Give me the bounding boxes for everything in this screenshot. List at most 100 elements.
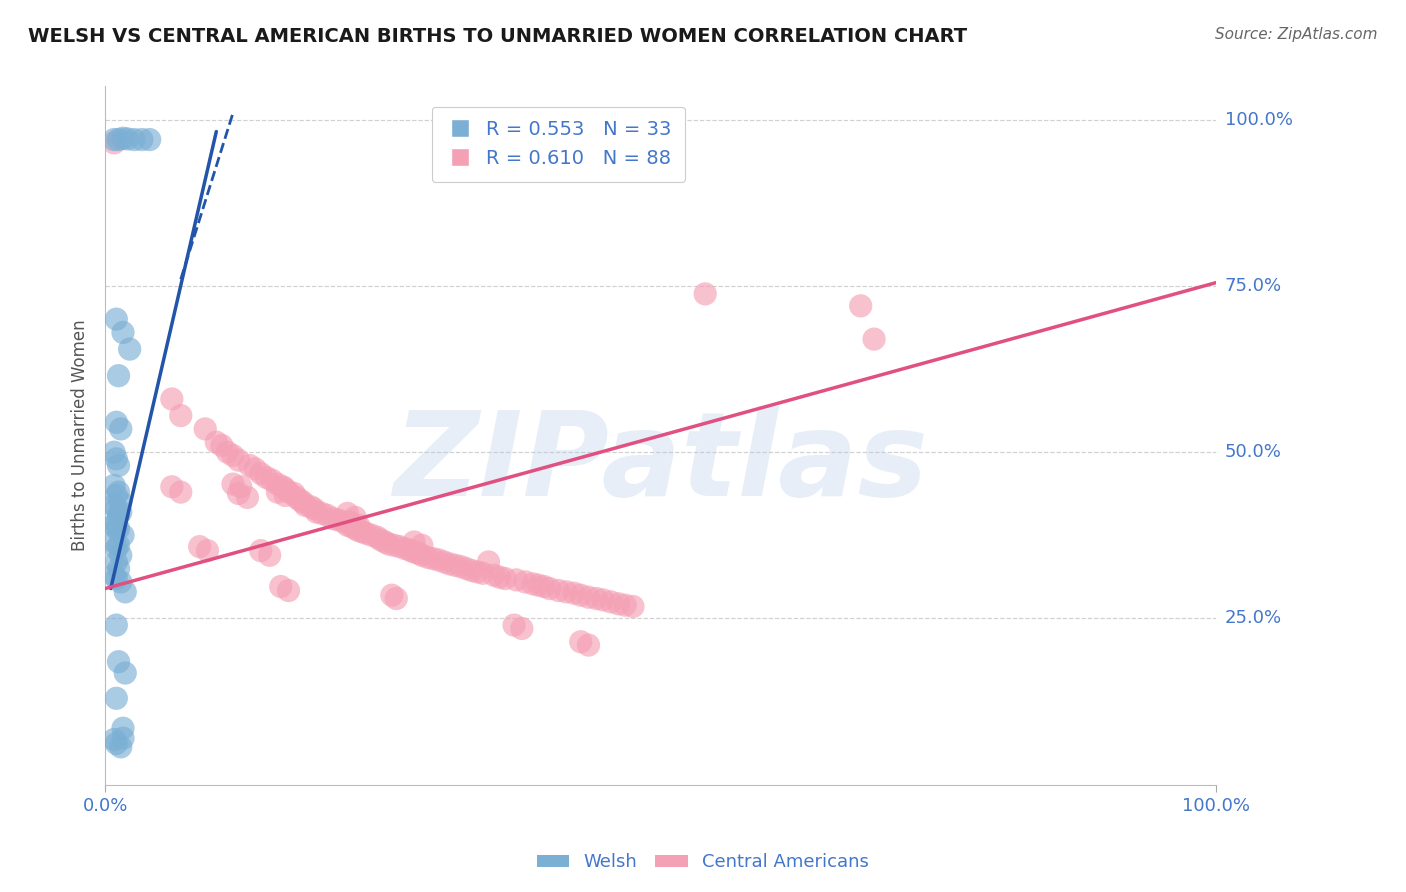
Point bbox=[277, 583, 299, 598]
Point bbox=[107, 508, 129, 523]
Point bbox=[592, 592, 614, 607]
Point bbox=[607, 597, 630, 611]
Point bbox=[336, 518, 359, 533]
Point bbox=[260, 473, 283, 487]
Point bbox=[381, 588, 404, 602]
Point bbox=[411, 538, 433, 552]
Point bbox=[222, 477, 245, 491]
Point bbox=[382, 538, 405, 552]
Point bbox=[328, 513, 350, 527]
Point bbox=[569, 634, 592, 648]
Point bbox=[107, 561, 129, 575]
Point bbox=[122, 132, 145, 146]
Point bbox=[863, 332, 886, 346]
Point bbox=[555, 585, 578, 599]
Point bbox=[105, 522, 128, 536]
Point bbox=[467, 565, 489, 579]
Legend: R = 0.553   N = 33, R = 0.610   N = 88: R = 0.553 N = 33, R = 0.610 N = 88 bbox=[432, 106, 685, 181]
Point bbox=[107, 132, 129, 146]
Point bbox=[599, 595, 621, 609]
Point bbox=[103, 518, 125, 533]
Point bbox=[107, 368, 129, 383]
Point bbox=[288, 493, 311, 508]
Point bbox=[239, 458, 262, 473]
Point bbox=[111, 731, 134, 746]
Point bbox=[578, 638, 600, 652]
Point bbox=[394, 541, 416, 556]
Point bbox=[107, 655, 129, 669]
Point bbox=[427, 553, 450, 567]
Point bbox=[344, 510, 367, 524]
Point bbox=[229, 480, 252, 494]
Point bbox=[111, 721, 134, 735]
Point bbox=[117, 132, 139, 146]
Point bbox=[316, 508, 339, 523]
Point bbox=[404, 545, 426, 559]
Point bbox=[110, 422, 132, 436]
Point bbox=[347, 518, 370, 533]
Point bbox=[105, 618, 128, 632]
Point bbox=[374, 535, 396, 549]
Point bbox=[105, 312, 128, 326]
Point bbox=[347, 524, 370, 538]
Point bbox=[477, 555, 499, 569]
Point bbox=[105, 501, 128, 516]
Point bbox=[103, 445, 125, 459]
Point bbox=[103, 732, 125, 747]
Point bbox=[114, 585, 136, 599]
Point bbox=[266, 477, 288, 491]
Point bbox=[344, 522, 367, 536]
Point bbox=[228, 453, 250, 467]
Point bbox=[408, 546, 430, 560]
Point bbox=[305, 505, 328, 519]
Point bbox=[360, 528, 382, 542]
Point bbox=[482, 568, 505, 582]
Point bbox=[236, 491, 259, 505]
Point bbox=[103, 132, 125, 146]
Y-axis label: Births to Unmarried Women: Births to Unmarried Women bbox=[72, 319, 89, 551]
Point bbox=[322, 512, 344, 526]
Point bbox=[111, 131, 134, 145]
Point bbox=[340, 519, 363, 533]
Point bbox=[302, 501, 325, 516]
Point bbox=[585, 591, 607, 606]
Legend: Welsh, Central Americans: Welsh, Central Americans bbox=[530, 847, 876, 879]
Point bbox=[249, 467, 271, 481]
Point bbox=[433, 555, 456, 569]
Point bbox=[103, 568, 125, 582]
Point bbox=[110, 574, 132, 589]
Point bbox=[114, 665, 136, 680]
Point bbox=[217, 445, 239, 459]
Point bbox=[107, 522, 129, 536]
Point bbox=[333, 515, 356, 529]
Point bbox=[849, 299, 872, 313]
Point bbox=[533, 580, 555, 594]
Point bbox=[105, 691, 128, 706]
Point bbox=[370, 533, 392, 547]
Point bbox=[160, 392, 183, 406]
Point bbox=[294, 499, 316, 513]
Point bbox=[416, 550, 439, 565]
Point bbox=[388, 540, 411, 554]
Point bbox=[274, 488, 297, 502]
Point bbox=[194, 422, 217, 436]
Point bbox=[138, 132, 160, 146]
Point bbox=[270, 580, 292, 594]
Point bbox=[110, 495, 132, 509]
Point bbox=[578, 590, 600, 604]
Point bbox=[510, 622, 533, 636]
Point bbox=[569, 588, 592, 602]
Point bbox=[205, 435, 228, 450]
Point bbox=[110, 505, 132, 519]
Point bbox=[385, 591, 408, 606]
Point bbox=[277, 485, 299, 500]
Point bbox=[285, 491, 308, 505]
Text: 75.0%: 75.0% bbox=[1225, 277, 1282, 295]
Point bbox=[450, 559, 472, 574]
Point bbox=[228, 486, 250, 500]
Point bbox=[377, 537, 399, 551]
Point bbox=[411, 549, 433, 563]
Point bbox=[105, 541, 128, 556]
Text: 50.0%: 50.0% bbox=[1225, 443, 1281, 461]
Point bbox=[538, 582, 561, 596]
